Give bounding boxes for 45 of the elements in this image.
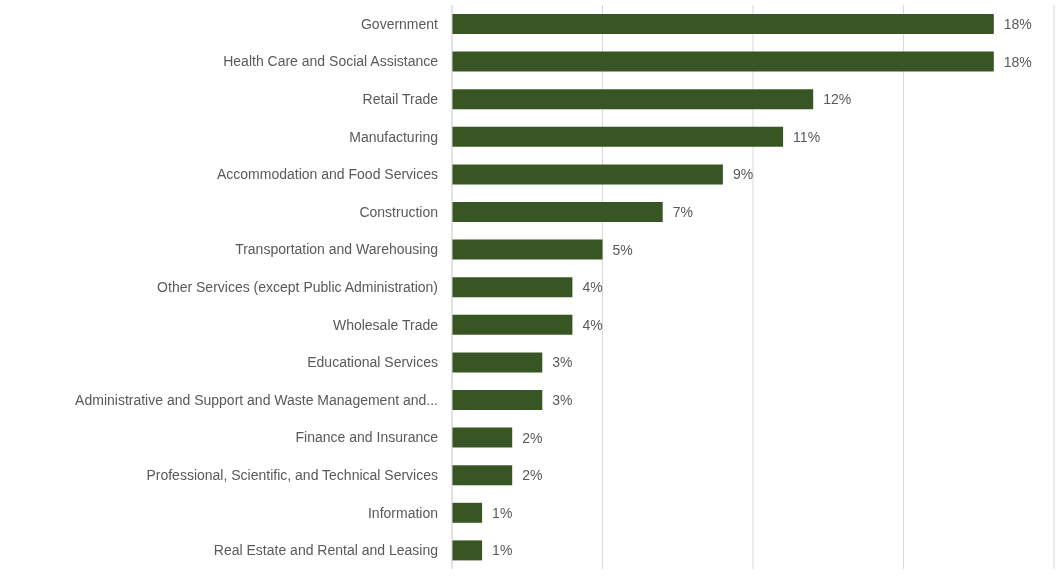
data-label: 2% [522, 429, 543, 446]
data-label: 1% [492, 504, 513, 521]
bar [452, 164, 723, 185]
y-tick-label: Government [360, 15, 439, 32]
y-tick-label: Transportation and Warehousing [235, 241, 438, 258]
data-label: 18% [1003, 53, 1032, 70]
data-label: 2% [522, 467, 543, 484]
y-tick-label: Information [367, 504, 438, 521]
y-tick-label: Other Services (except Public Administration) [157, 278, 438, 295]
y-tick-label: Wholesale Trade [332, 316, 439, 333]
bar [452, 352, 543, 373]
y-tick-label: Real Estate and Rental and Leasing [213, 542, 438, 559]
y-tick-label: Finance and Insurance [295, 429, 439, 446]
y-tick-label: Accommodation and Food Services [217, 166, 438, 183]
bar [452, 202, 663, 222]
bar [452, 502, 483, 523]
data-label: 1% [492, 542, 513, 559]
data-label: 5% [612, 241, 633, 258]
bar [452, 314, 573, 335]
data-label: 3% [552, 392, 573, 408]
y-tick-label: Professional, Scientific, and Technical Services [146, 466, 438, 483]
data-label: 12% [823, 91, 852, 108]
bar [452, 51, 994, 72]
data-label: 4% [582, 316, 603, 333]
y-tick-label: Educational Services [307, 354, 438, 371]
bar [452, 14, 994, 34]
y-tick-label: Construction [359, 203, 438, 220]
data-label: 3% [552, 354, 573, 371]
y-tick-label: Administrative and Support and Waste Management and... [75, 391, 438, 408]
bar [452, 126, 784, 147]
bar [452, 277, 573, 298]
data-label: 7% [672, 204, 693, 220]
bar [452, 427, 513, 448]
bar [452, 239, 603, 260]
y-tick-label: Health Care and Social Assistance [223, 53, 439, 70]
y-tick-label: Retail Trade [362, 90, 439, 107]
data-label: 11% [793, 128, 821, 145]
bar [452, 390, 543, 410]
data-label: 4% [582, 279, 603, 296]
bar [452, 89, 814, 110]
bar [452, 465, 513, 486]
bar [452, 540, 483, 561]
y-tick-label: Manufacturing [349, 128, 438, 145]
data-label: 9% [732, 166, 754, 183]
data-label: 18% [1003, 16, 1032, 32]
